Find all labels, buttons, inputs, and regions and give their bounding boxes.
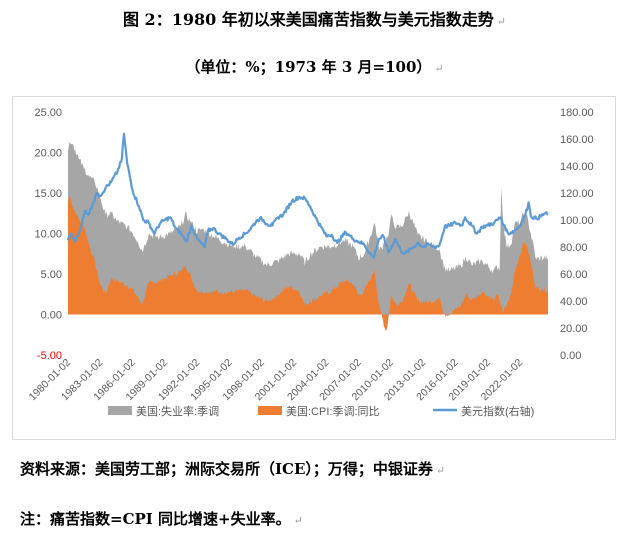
legend-label: 美国:CPI:季调:同比 xyxy=(286,405,380,418)
y-right-tick-label: 20.00 xyxy=(560,323,588,335)
y-left-tick-label: 20.00 xyxy=(34,148,62,160)
y-right-tick-label: 180.00 xyxy=(560,107,594,119)
y-right-tick-label: 120.00 xyxy=(560,188,594,200)
legend-label: 美国:失业率:季调 xyxy=(136,404,219,418)
legend-label: 美元指数(右轴) xyxy=(461,404,534,418)
y-right-tick-label: 60.00 xyxy=(560,269,588,281)
y-right-tick-label: 80.00 xyxy=(560,242,588,254)
line-dxy-series xyxy=(66,132,549,259)
y-right-tick-label: 40.00 xyxy=(560,296,588,308)
y-left-tick-label: 25.00 xyxy=(34,107,62,119)
y-right-tick-label: 100.00 xyxy=(560,215,594,227)
legend-swatch xyxy=(258,406,282,415)
chart-frame: -5.00 0.00 5.00 10.00 15.00 20.00 25.00 0.00 20.… xyxy=(12,96,616,440)
chart-canvas: -5.00 0.00 5.00 10.00 15.00 20.00 25.00 0.00 20.… xyxy=(27,107,594,418)
area-unemployment-series xyxy=(68,141,548,315)
formula-note: 注：痛苦指数=CPI 同比增速+失业率。 ↵ xyxy=(20,510,303,528)
y-left-tick-label: 10.00 xyxy=(34,229,62,241)
area-cpi-series xyxy=(68,196,548,331)
y-left-tick-label: -5.00 xyxy=(37,350,62,362)
y-right-tick-label: 160.00 xyxy=(560,134,594,146)
y-left-tick-label: 0.00 xyxy=(41,310,62,322)
y-right-tick-label: 0.00 xyxy=(560,350,581,362)
legend-swatch xyxy=(108,406,132,415)
y-left-tick-label: 5.00 xyxy=(41,269,62,281)
y-right-tick-label: 140.00 xyxy=(560,161,594,173)
y-left-tick-label: 15.00 xyxy=(34,188,62,200)
chart-title: 图 2：1980 年初以来美国痛苦指数与美元指数走势 ↵ xyxy=(122,10,507,29)
chart-subtitle: （单位：%；1973 年 3 月=100） ↵ xyxy=(185,58,444,76)
source-note: 资料来源：美国劳工部；洲际交易所（ICE）；万得；中银证券 ↵ xyxy=(20,460,446,478)
